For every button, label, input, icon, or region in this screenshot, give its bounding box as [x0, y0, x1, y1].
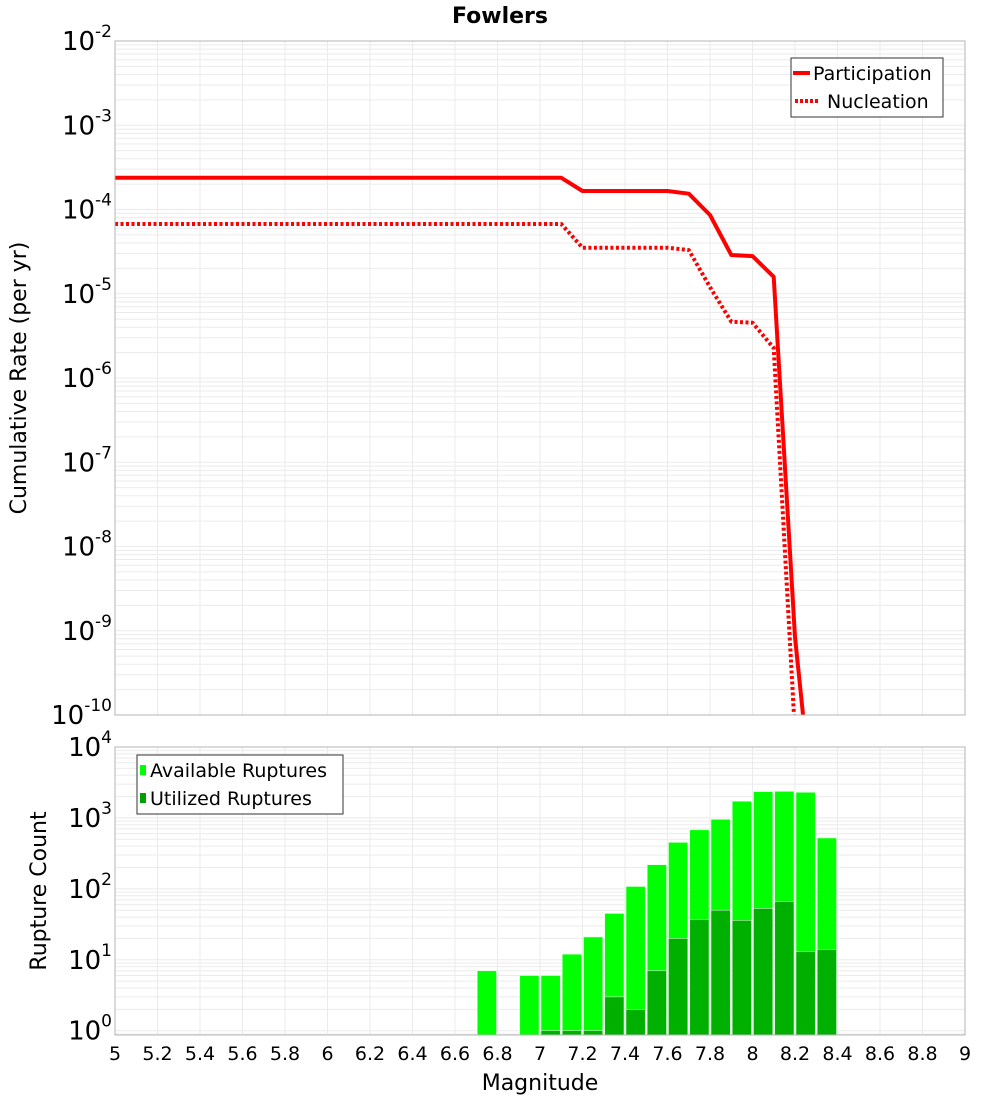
bar-utilized — [753, 908, 774, 1036]
x-tick-label: 7.6 — [652, 1043, 682, 1065]
bar-available — [540, 975, 561, 1036]
x-tick-label: 5.6 — [227, 1043, 257, 1065]
x-tick-label: 8.4 — [822, 1043, 852, 1065]
legend-available-swatch — [140, 765, 146, 775]
bottom-plot-bars — [476, 791, 837, 1036]
bar-utilized — [668, 938, 689, 1036]
legend-utilized-swatch — [140, 793, 146, 803]
y-tick-label: 101 — [68, 941, 112, 976]
x-tick-label: 8.2 — [780, 1043, 810, 1065]
legend-participation-label: Participation — [813, 63, 932, 85]
bottom-plot-frame — [114, 746, 966, 1036]
y-tick-label: 10-4 — [62, 191, 112, 226]
x-tick-label: 5.8 — [270, 1043, 300, 1065]
bar-available — [519, 975, 540, 1036]
bar-utilized — [731, 920, 752, 1036]
bar-available — [583, 936, 604, 1036]
bar-utilized — [774, 901, 795, 1036]
x-tick-label: 9 — [959, 1043, 971, 1065]
x-axis-label: Magnitude — [482, 1071, 599, 1096]
x-tick-label: 6.8 — [482, 1043, 512, 1065]
y-tick-label: 10-8 — [62, 528, 112, 563]
x-tick-label: 6.2 — [355, 1043, 385, 1065]
y-tick-label: 100 — [68, 1012, 112, 1047]
y-tick-label: 104 — [68, 728, 112, 763]
x-tick-label: 5.4 — [185, 1043, 215, 1065]
bar-utilized — [604, 996, 625, 1036]
bar-utilized — [710, 909, 731, 1036]
bar-utilized — [689, 919, 710, 1036]
x-tick-label: 8.8 — [907, 1043, 937, 1065]
y-tick-label: 103 — [68, 799, 112, 834]
x-tick-label: 7.2 — [567, 1043, 597, 1065]
bar-available — [561, 953, 582, 1036]
bottom-y-axis-label: Rupture Count — [27, 811, 52, 971]
x-tick-label: 5.2 — [142, 1043, 172, 1065]
bar-utilized — [646, 970, 667, 1036]
top-y-axis-label: Cumulative Rate (per yr) — [7, 242, 32, 515]
x-ticks: 5 5.2 5.4 5.6 5.8 6 6.2 6.4 6.6 6.8 7 7.2 7.4 7.6 7.8 8… — [109, 1043, 971, 1065]
y-tick-label: 10-3 — [62, 106, 112, 141]
legend-available-label: Available Ruptures — [150, 760, 327, 782]
top-y-ticks: 10-2 10-3 10-4 10-5 10-6 10-7 10-8 10-9 10-10 — [51, 22, 112, 731]
top-plot-series — [115, 175, 806, 715]
y-tick-label: 10-5 — [62, 275, 112, 310]
x-tick-label: 8 — [746, 1043, 758, 1065]
bar-utilized — [583, 1030, 604, 1036]
series-line-nucleation — [115, 222, 796, 715]
x-tick-label: 6.6 — [440, 1043, 470, 1065]
x-tick-label: 6 — [321, 1043, 333, 1065]
x-tick-label: 7.4 — [610, 1043, 640, 1065]
x-tick-label: 8.6 — [865, 1043, 895, 1065]
chart-title: Fowlers — [452, 4, 548, 29]
bar-utilized — [816, 949, 837, 1036]
top-legend: Participation Nucleation — [790, 57, 944, 118]
x-tick-label: 5 — [109, 1043, 121, 1065]
y-tick-label: 10-7 — [62, 443, 112, 478]
bar-available — [476, 970, 497, 1036]
bar-utilized — [540, 1030, 561, 1036]
series-line-participation — [115, 175, 806, 715]
y-tick-label: 10-6 — [62, 359, 112, 394]
legend-nucleation-label: Nucleation — [827, 91, 929, 113]
y-tick-label: 10-10 — [51, 696, 112, 731]
top-plot-frame — [114, 40, 966, 716]
y-tick-label: 102 — [68, 870, 112, 905]
bar-utilized — [625, 1009, 646, 1036]
y-tick-label: 10-2 — [62, 22, 112, 57]
top-plot-grid — [114, 41, 966, 716]
x-tick-label: 7.8 — [695, 1043, 725, 1065]
x-tick-label: 7 — [534, 1043, 546, 1065]
legend-utilized-label: Utilized Ruptures — [150, 788, 312, 810]
bar-utilized — [561, 1030, 582, 1036]
y-tick-label: 10-9 — [62, 612, 112, 647]
bar-utilized — [795, 951, 816, 1036]
bottom-legend: Available Ruptures Utilized Ruptures — [136, 754, 344, 815]
x-tick-label: 6.4 — [397, 1043, 427, 1065]
bottom-y-ticks: 104 103 102 101 100 — [68, 728, 112, 1047]
